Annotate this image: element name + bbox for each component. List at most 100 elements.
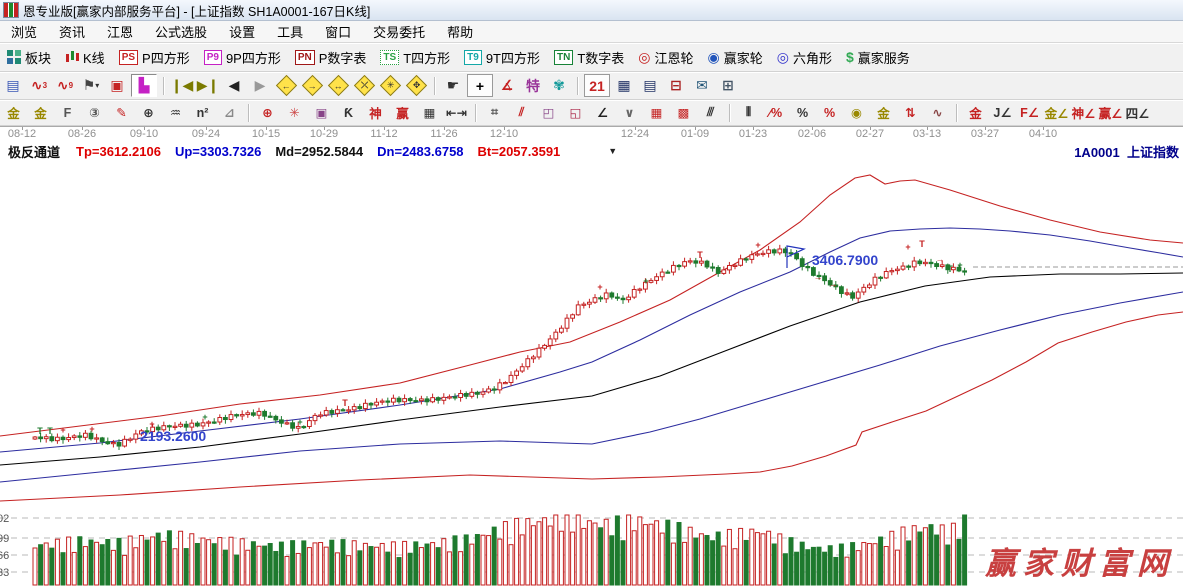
print-icon[interactable]: ⊞ [722,77,734,93]
updown-mark-icon[interactable]: ⇅ [905,106,916,120]
v-lines-icon[interactable]: ∨ [624,106,635,120]
btn-t-number-table[interactable]: TN T数字表 [547,43,631,71]
btn-gann-wheel[interactable]: ◎ 江恩轮 [631,43,700,71]
fan-box-purple-icon[interactable]: ◰ [542,106,555,120]
star-burst-icon[interactable]: ✳ [289,106,300,120]
color-analysis-icon[interactable]: ▙ [131,74,157,97]
expand-all-icon[interactable]: ✥ [404,74,428,97]
fan-red-icon[interactable]: ⫽ [518,105,525,119]
report-icon[interactable]: ▤ [643,77,657,93]
menu-formula-stock-pick[interactable]: 公式选股 [155,25,208,40]
btn-sector[interactable]: 板块 [0,43,58,71]
shen-tool-icon[interactable]: 神 [369,107,382,121]
btn-kline[interactable]: K线 [58,43,112,71]
candle-body [368,402,374,406]
btn-9t-square[interactable]: T9 9T四方形 [457,43,547,71]
menu-settings[interactable]: 设置 [229,25,256,40]
circle-3-icon[interactable]: ⊕ [143,106,154,120]
ying-angle-icon[interactable]: 赢∠ [1098,107,1123,121]
n-square-icon[interactable]: n² [196,105,209,120]
indicator-dropdown-icon[interactable]: ▼ [608,146,618,156]
grid-target-icon[interactable]: ▣ [315,106,328,120]
seal-tool-icon[interactable]: ▣ [110,77,124,93]
kline-small-3-icon[interactable]: ∿ 3 [30,77,48,93]
special-tool-icon[interactable]: 特 [526,77,540,94]
gold-square-1-icon[interactable]: 金 [7,107,20,121]
9p-square-icon: P9 [203,49,222,65]
candle-body [693,260,699,264]
percent-icon[interactable]: % [796,105,809,120]
grid-123-icon[interactable]: ▦ [423,106,436,120]
smart-analysis-icon[interactable]: ✾ [553,77,565,93]
k-derivative-icon[interactable]: Ƙ [343,105,354,120]
angle-measure-icon[interactable]: ∡ [500,77,514,93]
bar-scale-icon[interactable]: ⫴ [745,105,752,119]
percent-line-icon[interactable]: % [823,105,836,120]
note-list-icon[interactable]: ▤ [6,77,20,93]
btn-p-number-table[interactable]: PN P数字表 [288,43,374,71]
chart-marker: T [37,426,43,436]
next-bar-icon[interactable]: ▶ [254,77,266,93]
last-bar-icon[interactable]: ▶❙ [196,77,220,93]
gold-circle-icon[interactable]: ◉ [851,106,862,120]
menu-news[interactable]: 资讯 [59,25,86,40]
menu-tools[interactable]: 工具 [277,25,304,40]
gold-square-2-icon[interactable]: 金 [34,107,47,121]
f-angle-icon[interactable]: F∠ [1020,106,1039,120]
red-pen-icon[interactable]: ✎ [116,106,127,120]
spiral-3-icon[interactable]: ③ [89,106,100,120]
volume-bar [894,549,900,586]
btn-p-square[interactable]: PS P四方形 [112,43,197,71]
btn-hexagon[interactable]: ◎ 六角形 [770,43,839,71]
wave-tool-icon[interactable]: ∿ [932,106,943,120]
btn-winner-service[interactable]: $ 赢家服务 [839,43,917,71]
compress-horizontal-icon[interactable]: ⤫ [352,74,376,97]
gold-angle-icon[interactable]: 金∠ [1044,107,1069,121]
width-arrows-icon[interactable]: ⇤⇥ [446,106,467,120]
shen-angle-icon[interactable]: 神∠ [1071,107,1096,121]
expand-horizontal-icon[interactable]: ↔ [326,74,350,97]
menu-gann[interactable]: 江恩 [107,25,134,40]
calculator-icon[interactable]: ▦ [617,77,631,93]
compress-all-icon[interactable]: ✳ [378,74,402,97]
grid-red-icon[interactable]: ▦ [650,106,663,120]
menu-help[interactable]: 帮助 [447,25,474,40]
ying-tool-icon[interactable]: 赢 [396,107,409,121]
btn-t-square[interactable]: TS T四方形 [373,43,457,71]
shift-left-icon[interactable]: ← [274,74,298,97]
candle-body [475,391,480,395]
candle-body [391,397,396,403]
menu-trade-order[interactable]: 交易委托 [373,25,426,40]
fan-box-red-icon[interactable]: ◱ [569,106,582,120]
shift-right-icon[interactable]: → [300,74,324,97]
target-red-icon[interactable]: ⊕ [262,106,273,120]
indicator-name[interactable]: 极反通道 [8,144,61,160]
flag-mark-icon[interactable]: ⚑ ▾ [82,77,100,93]
grid-small-icon[interactable]: ⌗ [490,105,499,119]
grid-red-2-icon[interactable]: ▩ [677,106,690,120]
line-fan-icon[interactable]: ⫻ [706,105,715,119]
btn-winner-wheel[interactable]: ◉ 赢家轮 [701,43,770,71]
pointer-hand-icon[interactable]: ☛ [446,77,460,93]
send-web-icon[interactable]: ✉ [696,77,708,93]
gold-lines-icon[interactable]: 金 [877,107,890,121]
btn-9p-square[interactable]: P9 9P四方形 [197,43,288,71]
comb-ruler-icon[interactable]: ♒ [169,106,182,120]
menu-browse[interactable]: 浏览 [11,25,38,40]
first-bar-icon[interactable]: ❙◀ [170,77,194,93]
volume-bar [105,538,111,586]
kline-small-9-icon[interactable]: ∿ 9 [56,77,74,93]
j-angle-icon[interactable]: J∠ [993,106,1012,120]
gold-underline-icon[interactable]: 金 [969,107,982,121]
si-angle-icon[interactable]: 四∠ [1125,107,1150,121]
f-square-icon[interactable]: F [63,105,72,120]
crosshair-icon[interactable]: + [467,74,493,97]
menu-window[interactable]: 窗口 [325,25,352,40]
prev-bar-icon[interactable]: ◀ [228,77,240,93]
percent-slash-icon[interactable]: ∕% [768,105,783,120]
angle-flag-icon[interactable]: ⊿ [224,106,235,120]
calendar-icon[interactable]: 21 [584,74,610,97]
save-icon[interactable]: ⊟ [670,77,682,93]
fan-black-icon[interactable]: ∠ [596,106,609,120]
